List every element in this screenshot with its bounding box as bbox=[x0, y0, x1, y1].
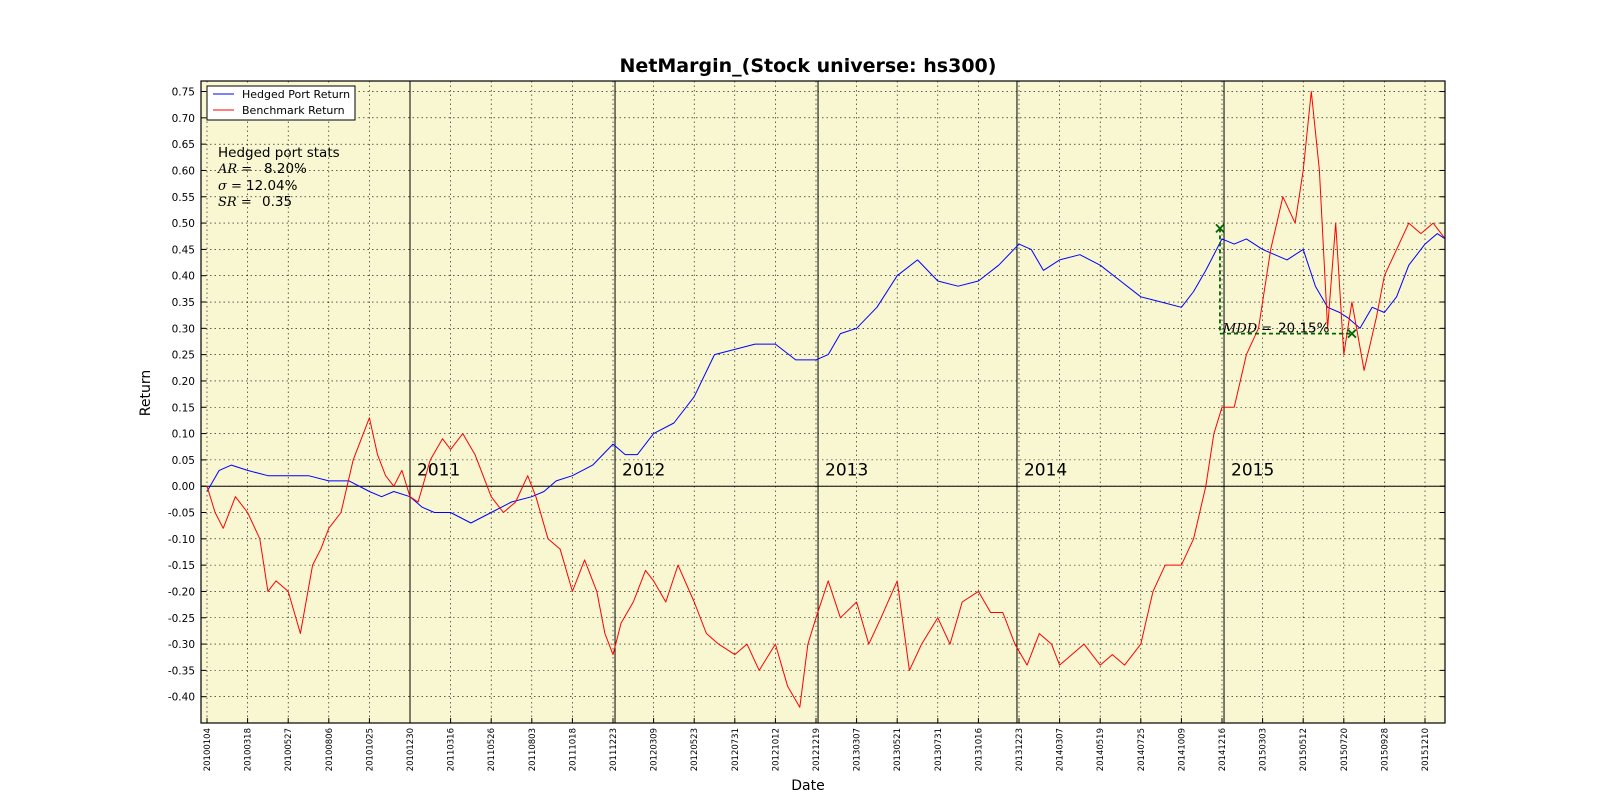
y-tick-label: 0.45 bbox=[172, 244, 195, 256]
series-line-benchmark bbox=[206, 91, 1446, 708]
x-tick-label: 20101025 bbox=[365, 728, 375, 771]
x-tick-label: 20150928 bbox=[1380, 728, 1390, 771]
y-tick-label: 0.10 bbox=[172, 429, 195, 441]
plot-area bbox=[201, 81, 1445, 723]
y-tick-label: 0.55 bbox=[172, 192, 195, 204]
x-tick-label: 20120731 bbox=[731, 728, 741, 771]
x-tick-label: 20150512 bbox=[1299, 728, 1309, 771]
x-tick-label: 20130307 bbox=[853, 728, 863, 771]
y-tick-label: 0.50 bbox=[172, 218, 195, 230]
x-tick-label: 20130521 bbox=[893, 728, 903, 771]
y-tick-label: -0.30 bbox=[168, 639, 195, 651]
x-tick-label: 20141216 bbox=[1218, 728, 1228, 771]
x-tick-label: 20110526 bbox=[487, 728, 497, 771]
y-tick-label: -0.10 bbox=[168, 534, 195, 546]
y-tick-label: 0.40 bbox=[172, 271, 195, 283]
x-tick-label: 20141009 bbox=[1177, 728, 1187, 771]
legend-label-hedged: Hedged Port Return bbox=[242, 88, 350, 101]
x-tick-label: 20151210 bbox=[1421, 728, 1431, 771]
stat-ar-label: AR = bbox=[217, 162, 252, 177]
x-tick-label: 20100806 bbox=[325, 728, 335, 771]
x-tick-label: 20101230 bbox=[406, 728, 416, 771]
year-label: 2013 bbox=[825, 461, 868, 481]
year-markers: 2011 2012 2013 2014 2015 bbox=[201, 81, 1445, 723]
mdd-label: MDD = bbox=[1222, 322, 1272, 337]
y-tick-label: -0.40 bbox=[168, 692, 195, 704]
legend-box bbox=[206, 85, 356, 121]
stats-title: Hedged port stats bbox=[218, 145, 340, 161]
y-tick-label: 0.25 bbox=[172, 350, 195, 362]
legend: Hedged Port Return Benchmark Return bbox=[206, 85, 356, 121]
stat-sigma-value: 12.04% bbox=[246, 178, 298, 194]
x-tick-label: 20140307 bbox=[1056, 728, 1066, 771]
x-tick-label: 20131016 bbox=[974, 728, 984, 771]
y-axis-label: Return bbox=[138, 370, 154, 416]
x-tick-label: 20120309 bbox=[650, 728, 660, 771]
mdd-value: 20.15% bbox=[1278, 321, 1330, 337]
y-tick-label: 0.30 bbox=[172, 323, 195, 335]
series-lines bbox=[206, 91, 1446, 708]
stat-ar-value: 8.20% bbox=[264, 161, 307, 177]
y-tick-label: -0.35 bbox=[168, 665, 195, 677]
y-tick-label: -0.25 bbox=[168, 613, 195, 625]
mdd-peak-marker bbox=[1215, 223, 1225, 233]
y-tick-label: 0.70 bbox=[172, 113, 195, 125]
max-drawdown-annotation: MDD = 20.15% bbox=[1215, 223, 1357, 339]
x-axis-ticks: 20100104 20100318 20100527 20100806 20101025… bbox=[203, 718, 1431, 771]
legend-label-benchmark: Benchmark Return bbox=[242, 104, 345, 117]
chart-title: NetMargin_(Stock universe: hs300) bbox=[620, 55, 997, 77]
year-label: 2011 bbox=[417, 461, 460, 481]
y-tick-label: -0.20 bbox=[168, 586, 195, 598]
y-tick-label: 0.35 bbox=[172, 297, 195, 309]
x-tick-label: 20111018 bbox=[568, 728, 578, 771]
x-tick-label: 20121219 bbox=[812, 728, 822, 771]
y-axis-ticks: 0.75 0.70 0.65 0.60 0.55 0.50 0.45 0.40 0.35 0.30… bbox=[168, 87, 1445, 704]
x-tick-label: 20140519 bbox=[1096, 728, 1106, 771]
x-tick-label: 20100318 bbox=[244, 728, 254, 771]
y-tick-label: 0.60 bbox=[172, 165, 195, 177]
x-tick-label: 20121012 bbox=[771, 728, 781, 771]
y-tick-label: 0.15 bbox=[172, 402, 195, 414]
y-tick-label: 0.20 bbox=[172, 376, 195, 388]
stat-sr-label: SR = bbox=[218, 195, 252, 210]
x-tick-label: 20130731 bbox=[934, 728, 944, 771]
year-label: 2012 bbox=[622, 461, 665, 481]
x-tick-label: 20100527 bbox=[284, 728, 294, 771]
x-tick-label: 20140725 bbox=[1137, 728, 1147, 771]
y-tick-label: 0.75 bbox=[172, 87, 195, 99]
y-tick-label: 0.65 bbox=[172, 139, 195, 151]
stats-box: Hedged port stats AR = 8.20% σ = 12.04% … bbox=[217, 145, 340, 210]
y-tick-label: -0.15 bbox=[168, 560, 195, 572]
x-tick-label: 20110316 bbox=[447, 728, 457, 771]
year-label: 2014 bbox=[1024, 461, 1067, 481]
x-tick-label: 20150720 bbox=[1340, 728, 1350, 771]
y-tick-label: 0.00 bbox=[172, 481, 195, 493]
x-tick-label: 20100104 bbox=[203, 728, 213, 771]
x-axis-label: Date bbox=[791, 778, 824, 794]
stat-sr-value: 0.35 bbox=[262, 194, 292, 210]
y-tick-label: 0.05 bbox=[172, 455, 195, 467]
series-line-hedged bbox=[206, 233, 1446, 524]
y-tick-label: -0.05 bbox=[168, 508, 195, 520]
year-label: 2015 bbox=[1231, 461, 1274, 481]
x-tick-label: 20131223 bbox=[1015, 728, 1025, 771]
x-tick-label: 20110803 bbox=[528, 728, 538, 771]
stat-sigma-label: σ = bbox=[218, 179, 242, 194]
x-tick-label: 20120523 bbox=[690, 728, 700, 771]
x-tick-label: 20111223 bbox=[609, 728, 619, 771]
x-tick-label: 20150303 bbox=[1259, 728, 1269, 771]
plot-frame bbox=[200, 80, 1446, 724]
mdd-trough-marker bbox=[1347, 328, 1357, 339]
